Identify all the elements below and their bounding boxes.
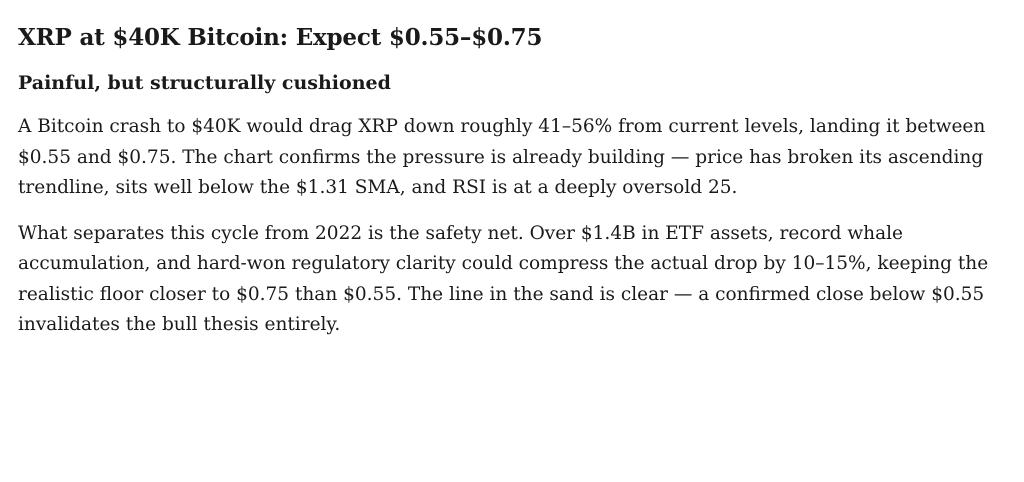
paragraph-2: What separates this cycle from 2022 is t… xyxy=(18,222,989,336)
article-subtitle: Painful, but structurally cushioned xyxy=(18,72,391,94)
article: XRP at $40K Bitcoin: Expect $0.55–$0.75 … xyxy=(18,24,989,336)
paragraph-1: A Bitcoin crash to $40K would drag XRP d… xyxy=(18,116,986,198)
article-title: XRP at $40K Bitcoin: Expect $0.55–$0.75 xyxy=(18,24,543,51)
